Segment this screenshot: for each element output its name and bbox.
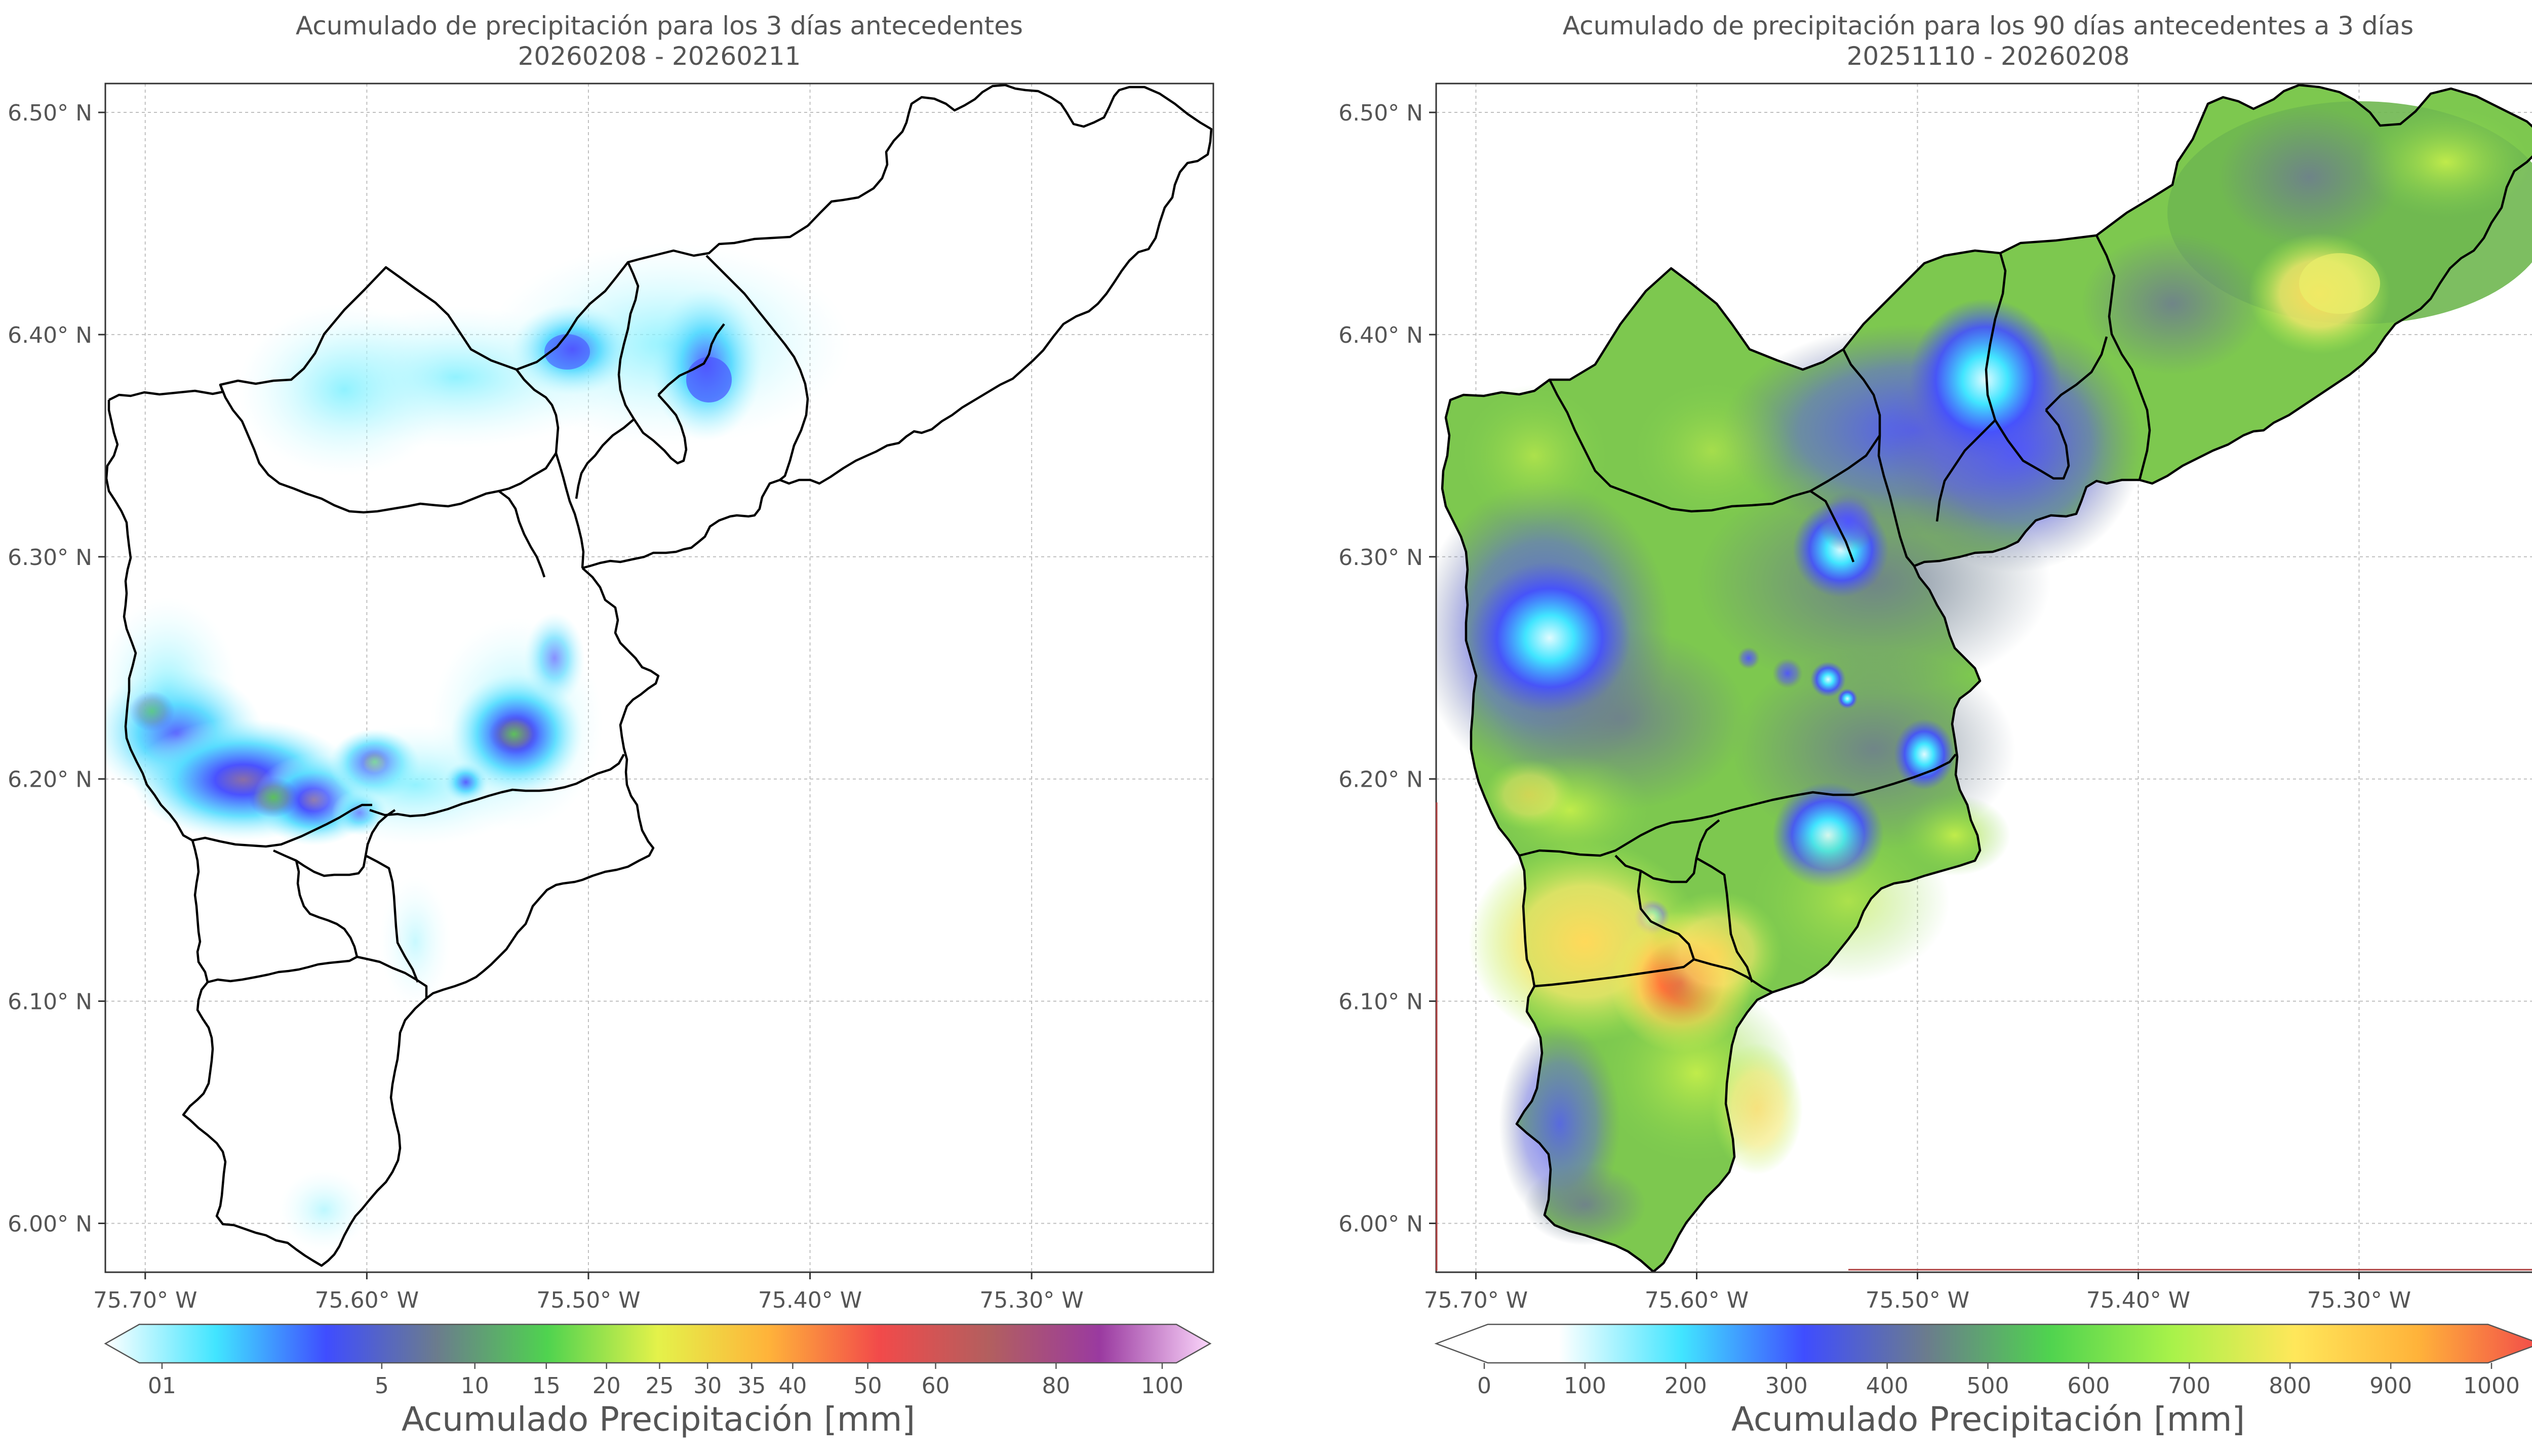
left-colorbar-tick-label: 30	[693, 1373, 722, 1399]
precip-yellow-core-ne	[2299, 253, 2380, 314]
precip-low-spot-2	[1837, 689, 1857, 709]
right-title-line2: 20251110 - 20260208	[1847, 42, 2130, 71]
precip-purple-dot-2	[1737, 647, 1760, 669]
precip-core-north-2	[686, 357, 732, 402]
precip-cell-north-east	[524, 613, 585, 704]
right-colorbar-tick-label: 700	[2168, 1373, 2210, 1399]
right-title-line1: Acumulado de precipitación para los 90 d…	[1563, 11, 2414, 41]
left-lat-tick-label: 6.10° N	[8, 989, 92, 1015]
left-colorbar-ticks: 01 5 10 15 20 25 30 35 40 50 60 80 100	[148, 1363, 1183, 1399]
precip-grey-north-east	[2218, 106, 2400, 248]
right-precip-field	[1436, 85, 2532, 1272]
left-title-line2: 20260208 - 20260211	[518, 42, 801, 71]
left-lon-tick-label: 75.50° W	[536, 1287, 640, 1313]
left-colorbar-tick-label: 35	[737, 1373, 766, 1399]
precip-purple-dot-1	[1772, 658, 1803, 689]
left-colorbar-tick-label: 5	[375, 1373, 389, 1399]
right-colorbar: 0 100 200 300 400 500 600 700 800 900 1000 Acumula…	[1434, 1323, 2532, 1439]
left-municipal-borders	[105, 84, 1213, 1267]
right-colorbar-tick-label: 400	[1866, 1373, 1909, 1399]
right-lon-tick-label: 75.40° W	[2086, 1287, 2190, 1313]
precip-lime-north-west	[1631, 380, 1793, 521]
left-lon-tick-label: 75.70° W	[93, 1287, 197, 1313]
precip-core-north-1	[544, 334, 590, 370]
precip-yellow-west	[1484, 759, 1575, 830]
precip-max-edge	[129, 691, 175, 732]
precip-lime-west	[1458, 385, 1610, 527]
right-map-panel: 75.70° W 75.60° W 75.50° W 75.40° W 75.30° W…	[1338, 83, 2532, 1313]
left-colorbar: 01 5 10 15 20 25 30 35 40 50 60 80 100 Acumulado Pre…	[104, 1323, 1212, 1439]
right-lon-tick-label: 75.30° W	[2307, 1287, 2411, 1313]
right-colorbar-tick-label: 500	[1967, 1373, 2009, 1399]
precip-lime-east	[1899, 795, 2010, 876]
right-map-frame	[1435, 83, 2532, 1273]
left-colorbar-tick-label: 01	[148, 1373, 176, 1399]
left-colorbar-tick-label: 15	[532, 1373, 561, 1399]
left-colorbar-tick-label: 40	[778, 1373, 807, 1399]
right-lat-tick-label: 6.20° N	[1338, 767, 1423, 793]
precip-low-spot-1	[1810, 662, 1846, 697]
precip-yellow-south	[1651, 891, 1783, 1013]
left-lat-tick-label: 6.50° N	[8, 100, 92, 126]
right-lon-tick-label: 75.60° W	[1645, 1287, 1749, 1313]
left-colorbar-label: Acumulado Precipitación [mm]	[402, 1400, 915, 1439]
precip-area-north-west-2	[238, 304, 451, 476]
right-lat-tick-label: 6.00° N	[1338, 1211, 1423, 1237]
left-colorbar-tick-label: 100	[1141, 1373, 1183, 1399]
precip-grey-south	[1524, 1164, 1646, 1245]
left-precip-field	[105, 243, 851, 1250]
right-lat-tick-label: 6.10° N	[1338, 989, 1423, 1015]
precip-max-west	[248, 777, 299, 818]
precip-max-east	[489, 714, 539, 754]
left-colorbar-tick-label: 10	[461, 1373, 489, 1399]
right-colorbar-tick-label: 300	[1765, 1373, 1808, 1399]
left-map-frame	[104, 83, 1214, 1273]
precip-grey-north	[2081, 233, 2264, 375]
left-colorbar-tick-label: 80	[1042, 1373, 1070, 1399]
right-lon-tick-label: 75.50° W	[1866, 1287, 1969, 1313]
precip-lime-north-east	[2360, 106, 2532, 218]
left-lat-tick-label: 6.00° N	[8, 1211, 92, 1237]
right-lon-tick-label: 75.70° W	[1424, 1287, 1528, 1313]
left-axis-ticks: 75.70° W 75.60° W 75.50° W 75.40° W 75.30° W…	[8, 100, 1084, 1313]
left-lat-tick-label: 6.40° N	[8, 322, 92, 348]
precip-lime-south-east	[1747, 820, 1950, 982]
left-lon-tick-label: 75.30° W	[979, 1287, 1083, 1313]
right-colorbar-ticks: 0 100 200 300 400 500 600 700 800 900 1000	[1477, 1363, 2520, 1399]
precip-low-spot-north	[1909, 299, 2061, 461]
right-lat-tick-label: 6.40° N	[1338, 322, 1423, 348]
left-colorbar-bar	[104, 1323, 1212, 1364]
right-colorbar-tick-label: 800	[2269, 1373, 2311, 1399]
right-colorbar-label: Acumulado Precipitación [mm]	[1731, 1400, 2245, 1439]
left-title-line1: Acumulado de precipitación para los 3 dí…	[296, 11, 1023, 41]
left-lat-tick-label: 6.20° N	[8, 767, 92, 793]
left-lon-tick-label: 75.60° W	[315, 1287, 419, 1313]
right-colorbar-tick-label: 900	[2369, 1373, 2412, 1399]
left-map-panel: 75.70° W 75.60° W 75.50° W 75.40° W 75.30° W…	[8, 83, 1214, 1313]
precip-purple-spot	[1818, 491, 1879, 552]
right-lat-tick-label: 6.30° N	[1338, 545, 1423, 571]
right-axis-ticks: 75.70° W 75.60° W 75.50° W 75.40° W 75.30° W…	[1338, 100, 2411, 1313]
right-municipal-borders	[1441, 84, 2532, 1273]
precip-area-far-south	[279, 1169, 370, 1250]
left-lon-tick-label: 75.40° W	[758, 1287, 862, 1313]
left-lat-tick-label: 6.30° N	[8, 545, 92, 571]
right-colorbar-tick-label: 600	[2067, 1373, 2110, 1399]
left-colorbar-tick-label: 25	[646, 1373, 674, 1399]
precip-cell-east-2	[443, 762, 489, 802]
right-colorbar-tick-label: 100	[1564, 1373, 1606, 1399]
precip-area-south	[380, 876, 451, 1007]
precip-low-spot-west	[1469, 562, 1631, 714]
precip-yellow-south-east	[1712, 1043, 1803, 1175]
right-lat-tick-label: 6.50° N	[1338, 100, 1423, 126]
right-colorbar-tick-label: 200	[1665, 1373, 1707, 1399]
precip-low-spot-east	[1894, 719, 1955, 790]
left-colorbar-tick-label: 50	[854, 1373, 882, 1399]
right-colorbar-tick-label: 0	[1477, 1373, 1491, 1399]
right-colorbar-tick-label: 1000	[2463, 1373, 2520, 1399]
left-colorbar-tick-label: 60	[922, 1373, 950, 1399]
right-colorbar-bar	[1434, 1323, 2532, 1364]
left-colorbar-tick-label: 20	[592, 1373, 621, 1399]
